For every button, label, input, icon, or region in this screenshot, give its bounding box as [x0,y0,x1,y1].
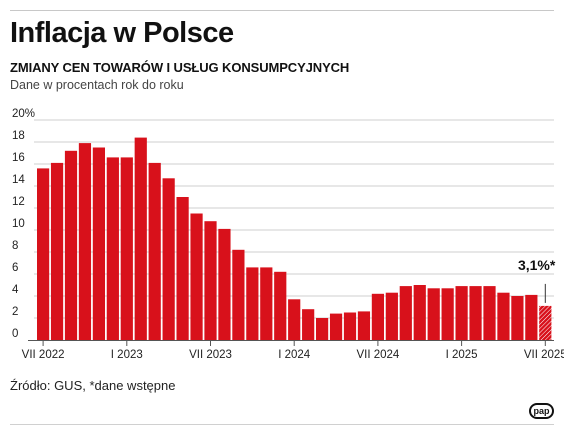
bar [288,299,301,340]
bar [218,228,231,340]
bar [511,296,524,340]
y-tick-label: 16 [12,152,25,164]
bar [50,162,64,340]
y-tick-label: 10 [12,218,25,230]
bar [343,312,357,340]
bar [260,267,273,340]
bar [371,293,384,340]
bar [148,162,161,340]
y-tick-label: 8 [12,240,18,252]
bar [37,168,50,340]
x-tick-label: VII 2025 [524,349,564,361]
pap-logo: pap [529,403,554,419]
annotation-label: 3,1%* [518,257,556,273]
bar [274,271,287,340]
bar [134,137,147,340]
bar [469,286,482,340]
bar [441,288,454,340]
x-tick-label: VII 2022 [22,349,65,361]
bar [120,157,133,340]
x-tick-label: I 2023 [111,349,143,361]
x-tick-label: I 2024 [278,349,311,361]
top-rule [10,10,554,11]
bar [106,157,119,340]
bar [64,150,78,340]
bottom-rule [10,424,554,425]
bar [329,313,343,340]
y-tick-label: 0 [12,328,18,340]
bar [78,143,92,340]
y-tick-label: 6 [12,262,18,274]
x-tick-label: VII 2023 [189,349,232,361]
bar-preliminary [539,305,552,340]
bar [413,285,426,340]
bar [455,286,468,340]
bar [232,249,245,340]
bar [525,294,538,340]
bar [357,311,371,340]
y-tick-label: 14 [12,174,25,186]
y-tick-label: 2 [12,306,18,318]
chart-subtitle: ZMIANY CEN TOWARÓW I USŁUG KONSUMPCYJNYC… [10,60,350,75]
y-tick-label: 18 [12,130,25,142]
bar [162,178,175,340]
bar [92,147,105,340]
x-tick-label: VII 2024 [356,349,399,361]
bar [246,267,259,340]
y-tick-label: 4 [12,284,19,296]
bar [204,221,217,340]
y-tick-label: 12 [12,196,25,208]
bar [302,309,315,340]
bar [176,197,189,340]
bar-chart: 0 2 4 6 8 10 12 14 16 18 20% VII 2022 I 2023 VII 2023… [12,108,564,361]
chart-note: Dane w procentach rok do roku [10,78,184,92]
bar [497,292,510,340]
x-tick-label: I 2025 [446,349,478,361]
chart-title: Inflacja w Polsce [10,17,234,49]
y-tick-label: 20% [12,108,35,120]
bar [316,318,329,340]
bar [399,286,412,340]
source-note: Źródło: GUS, *dane wstępne [10,378,176,393]
bar [427,288,440,340]
bar [190,213,203,340]
bar [385,292,398,340]
bar [483,286,496,340]
